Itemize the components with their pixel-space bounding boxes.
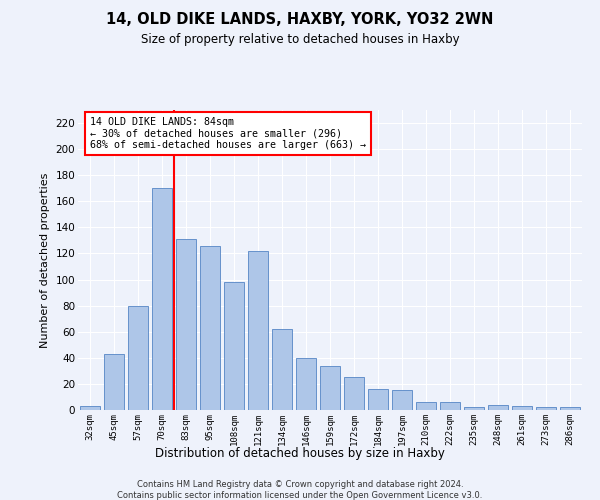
Bar: [272, 329, 292, 410]
Bar: [320, 366, 340, 410]
Bar: [224, 282, 244, 410]
Bar: [248, 251, 268, 410]
Bar: [464, 408, 484, 410]
Bar: [536, 408, 556, 410]
Bar: [104, 354, 124, 410]
Text: Contains HM Land Registry data © Crown copyright and database right 2024.: Contains HM Land Registry data © Crown c…: [137, 480, 463, 489]
Bar: [344, 378, 364, 410]
Bar: [128, 306, 148, 410]
Y-axis label: Number of detached properties: Number of detached properties: [40, 172, 50, 348]
Bar: [560, 408, 580, 410]
Text: Distribution of detached houses by size in Haxby: Distribution of detached houses by size …: [155, 448, 445, 460]
Bar: [152, 188, 172, 410]
Bar: [392, 390, 412, 410]
Text: 14 OLD DIKE LANDS: 84sqm
← 30% of detached houses are smaller (296)
68% of semi-: 14 OLD DIKE LANDS: 84sqm ← 30% of detach…: [90, 116, 366, 150]
Text: Size of property relative to detached houses in Haxby: Size of property relative to detached ho…: [140, 32, 460, 46]
Bar: [512, 406, 532, 410]
Bar: [488, 405, 508, 410]
Bar: [296, 358, 316, 410]
Bar: [80, 406, 100, 410]
Text: 14, OLD DIKE LANDS, HAXBY, YORK, YO32 2WN: 14, OLD DIKE LANDS, HAXBY, YORK, YO32 2W…: [106, 12, 494, 28]
Bar: [200, 246, 220, 410]
Text: Contains public sector information licensed under the Open Government Licence v3: Contains public sector information licen…: [118, 491, 482, 500]
Bar: [176, 239, 196, 410]
Bar: [416, 402, 436, 410]
Bar: [440, 402, 460, 410]
Bar: [368, 389, 388, 410]
